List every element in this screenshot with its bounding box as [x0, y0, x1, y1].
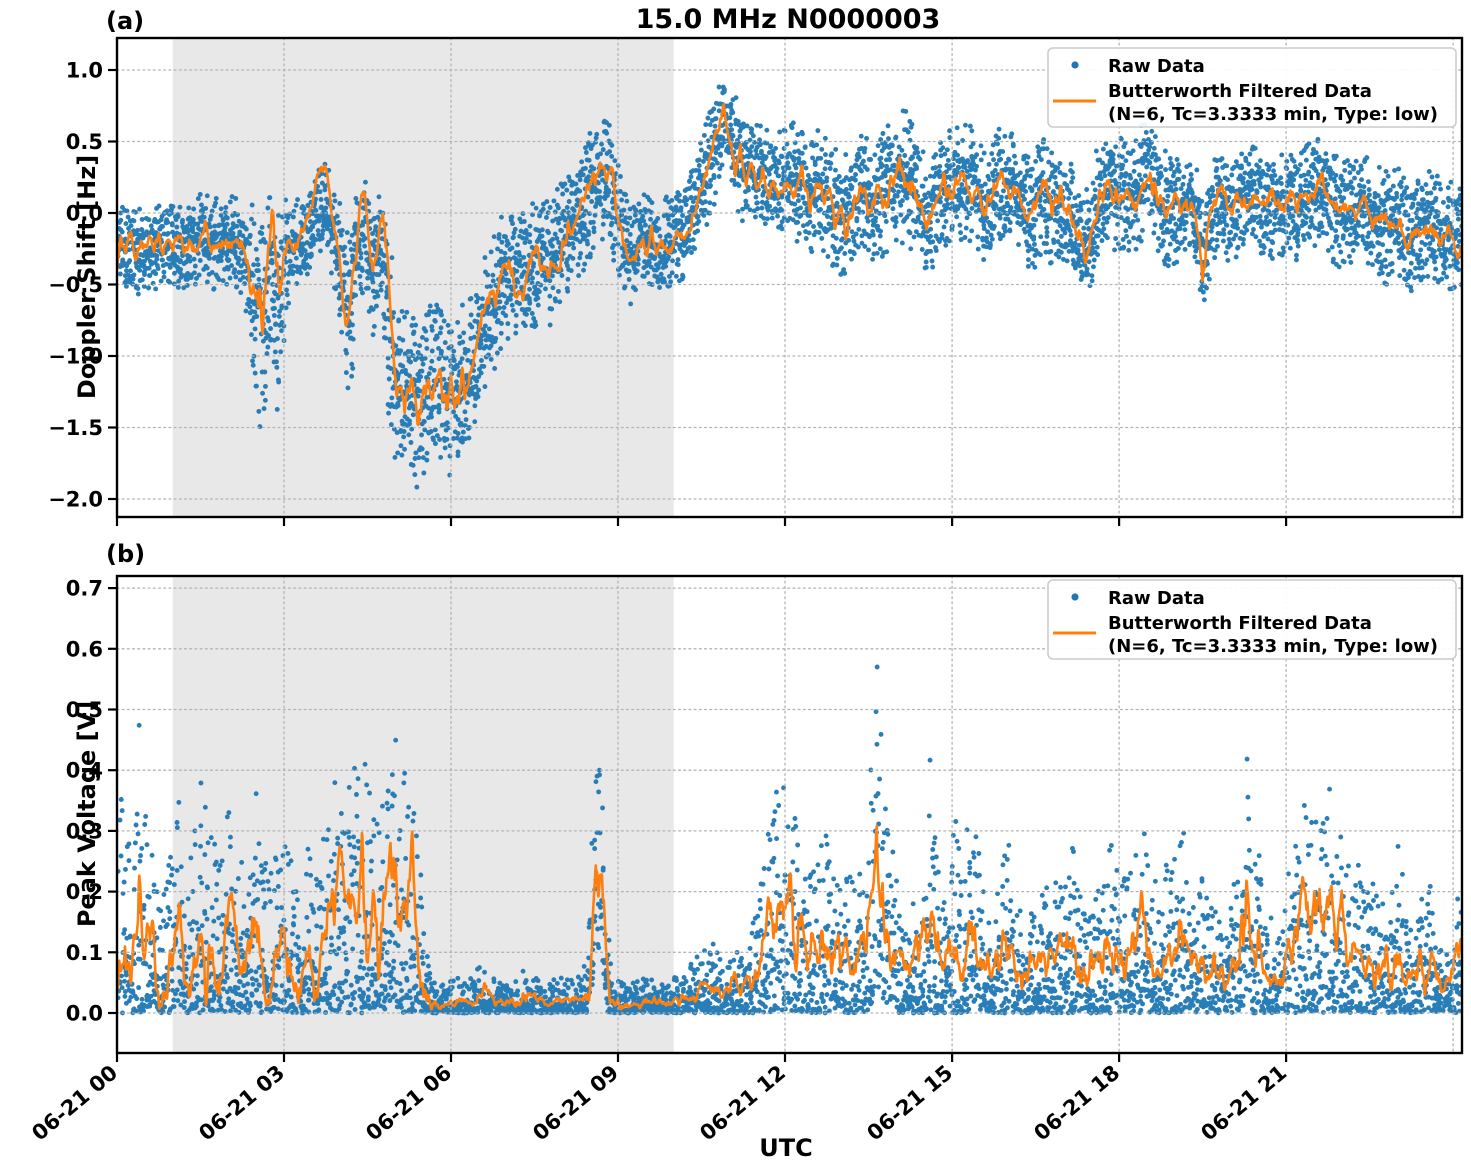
legend-filtered-label-line2: (N=6, Tc=3.3333 min, Type: low): [1108, 104, 1438, 125]
x-tick-label: 06-21 03: [194, 1060, 289, 1145]
panel-b-plot-area: 0.7 0.6 0.5 0.4 0.3 0.2 0.1 0.0 06-21 00 06-21 03…: [27, 574, 1464, 1145]
legend-raw-label: Raw Data: [1108, 588, 1205, 609]
x-axis-label: UTC: [759, 1134, 812, 1162]
legend-filtered-label-line2: (N=6, Tc=3.3333 min, Type: low): [1108, 636, 1438, 657]
y-tick-label: 0.5: [66, 698, 103, 722]
axis-ticks-b: [108, 586, 1288, 1062]
butterworth-filtered-line: [118, 824, 1462, 1011]
y-tick-label: 1.0: [66, 59, 103, 83]
y-tick-label: 0.0: [66, 1002, 103, 1026]
y-tick-label: 0.5: [66, 130, 103, 154]
y-tick-label: 0.2: [66, 880, 103, 904]
butterworth-filtered-line: [118, 103, 1462, 427]
figure-title: 15.0 MHz N0000003: [636, 4, 941, 35]
panel-a-label: (a): [106, 7, 144, 35]
y-tick-label: −2.0: [48, 488, 103, 512]
y-tick-label: −1.0: [48, 345, 103, 369]
legend-box: [1047, 47, 1457, 128]
y-tick-label: 0.7: [66, 577, 103, 601]
panel-a-ylabel: Doppler Shift [Hz]: [73, 155, 101, 399]
tick-labels-a: 1.0 0.5 0.0 −0.5 −1.0 −1.5 −2.0: [48, 59, 103, 512]
legend-panel-a: Raw Data Butterworth Filtered Data (N=6,…: [1047, 47, 1457, 128]
legend-box: [1047, 579, 1457, 660]
y-tick-label: 0.3: [66, 819, 103, 843]
panel-b-label: (b): [106, 540, 145, 568]
raw-data-marker-icon: [1071, 61, 1079, 69]
y-tick-label: 0.1: [66, 941, 103, 965]
axis-ticks-a: [108, 68, 1288, 526]
legend-panel-b: Raw Data Butterworth Filtered Data (N=6,…: [1047, 579, 1457, 660]
x-tick-label: 06-21 00: [27, 1060, 122, 1145]
legend-filtered-label-line1: Butterworth Filtered Data: [1108, 613, 1372, 634]
axes-spines-b: [115, 574, 1464, 1055]
data-layer-a: [118, 39, 1462, 517]
y-tick-label: 0.4: [66, 759, 103, 783]
shaded-time-region: [172, 577, 674, 1053]
legend-filtered-label-line1: Butterworth Filtered Data: [1108, 81, 1372, 102]
y-tick-label: 0.6: [66, 637, 103, 661]
legend-raw-label: Raw Data: [1108, 56, 1205, 77]
raw-data-points: [118, 84, 1462, 490]
x-tick-label: 06-21 15: [862, 1060, 957, 1145]
data-layer-b: [118, 577, 1462, 1053]
x-tick-label: 06-21 18: [1029, 1060, 1124, 1145]
raw-data-points: [118, 664, 1462, 1016]
panel-b-ylabel: Peak Voltage [V]: [73, 701, 101, 927]
x-tick-label: 06-21 06: [361, 1060, 456, 1145]
y-tick-label: −0.5: [48, 273, 103, 297]
y-tick-label: −1.5: [48, 416, 103, 440]
shaded-time-region: [172, 39, 674, 517]
x-tick-label: 06-21 12: [695, 1060, 790, 1145]
raw-data-marker-icon: [1071, 593, 1079, 601]
x-tick-label: 06-21 09: [528, 1060, 623, 1145]
x-tick-label: 06-21 21: [1196, 1060, 1291, 1145]
y-tick-label: 0.0: [66, 202, 103, 226]
panel-a-plot-area: 1.0 0.5 0.0 −0.5 −1.0 −1.5 −2.0: [48, 36, 1464, 526]
axes-spines-a: [115, 36, 1464, 519]
